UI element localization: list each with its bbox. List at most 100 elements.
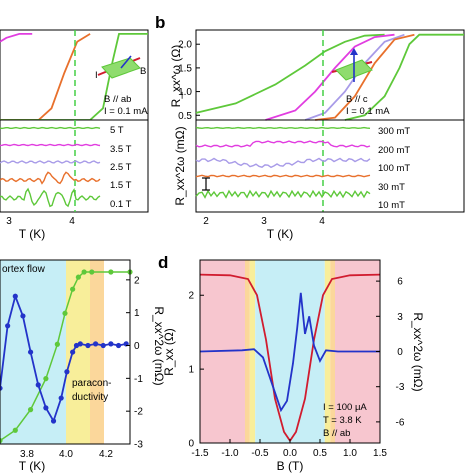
c-blue-point: [50, 418, 57, 424]
panel-c-xlabel: T (K): [19, 459, 45, 473]
c-green-point: [75, 274, 81, 280]
d-rtick-label: 6: [397, 277, 403, 288]
panel-b-current: I = 0.1 mA: [346, 106, 390, 117]
b-ytick-label: 1.5: [178, 63, 192, 74]
c-blue-point: [115, 342, 122, 349]
c-blue-point: [100, 342, 106, 349]
a-bottom-trace-2: [0, 160, 101, 164]
panel-b-xtick-2: 2: [203, 216, 209, 227]
label-30mT: 30 mT: [378, 182, 405, 193]
svg-text:B: B: [140, 66, 146, 77]
panel-a-xtick-3: 3: [6, 216, 12, 227]
panel-c-band-orange: [90, 260, 104, 444]
d-xtick-label: 1.5: [373, 448, 387, 459]
b-bottom-trace-2: [195, 157, 371, 169]
b-top-series-3: [314, 33, 415, 121]
a-bottom-trace-3: [0, 171, 101, 185]
c-rtick-label: -2: [134, 407, 143, 418]
panel-d-orientation: B // ab: [323, 428, 350, 439]
c-blue-point: [58, 395, 64, 401]
panel-c: ortex flow paracon- ductivity 210-1-2-3 …: [0, 259, 166, 473]
a-bottom-trace-1: [0, 143, 101, 147]
panel-b: b 0.5 1.0 1.5 2.0 R_xx^ω (Ω) B // c I = 0.1…: [155, 13, 465, 241]
c-blue-point: [64, 369, 70, 375]
b-ytick-label: 0.5: [178, 111, 192, 122]
panel-d-letter: d: [158, 253, 168, 272]
panel-d: d 0 1 2 6 3 0 -3 -6 -1.5 -1.0 -0.5 0.0 0.5 1.0 1.5 R…: [158, 253, 425, 473]
d-band-cyan: [255, 260, 325, 443]
panel-b-xlabel: T (K): [267, 227, 293, 241]
d-xtick-label: -0.5: [251, 448, 269, 459]
a-bottom-trace-4: [0, 187, 101, 208]
c-blue-point: [35, 382, 41, 388]
c-blue-point: [0, 385, 3, 391]
panel-c-xtick-4.0: 4.0: [59, 449, 73, 460]
panel-c-region-paracon: paracon-: [72, 378, 111, 389]
panel-d-temperature: T = 3.8 K: [323, 415, 362, 426]
d-rtick-label: 0: [397, 347, 403, 358]
c-green-line: [0, 271, 130, 442]
panel-c-frame: [0, 259, 131, 445]
c-blue-point: [12, 293, 18, 299]
label-300mT: 300 mT: [378, 126, 410, 137]
panel-d-current: I = 100 μA: [323, 402, 367, 413]
panel-b-field-orientation: B // c: [346, 94, 368, 105]
a-bottom-trace-0: [0, 126, 101, 130]
c-blue-point: [5, 323, 11, 329]
d-xtick-label: -1.5: [191, 448, 209, 459]
panel-b-bottom-frame: [195, 119, 465, 213]
label-3.5T: 3.5 T: [110, 144, 132, 155]
c-blue-point: [85, 342, 91, 349]
panel-c-right-ylabel: R_xx^2ω (mΩ): [152, 306, 166, 385]
panel-a-inset-sample: I B: [95, 55, 146, 81]
c-blue-point: [27, 349, 34, 355]
c-blue-point: [70, 349, 76, 355]
panel-c-xtick-3.8: 3.8: [20, 449, 34, 460]
d-ltick-label: 0: [188, 439, 194, 450]
panel-c-region-ductivity: ductivity: [72, 392, 108, 403]
c-green-point: [62, 310, 68, 316]
c-blue-point: [108, 341, 114, 347]
b-bottom-trace-3: [195, 174, 371, 178]
panel-c-region-vortex: ortex flow: [2, 264, 46, 275]
c-green-point: [43, 376, 49, 382]
d-series-blue: [199, 292, 380, 413]
c-green-point: [89, 269, 95, 275]
panel-b-top-ylabel: R_xx^ω (Ω): [169, 45, 183, 108]
c-rtick-label: -1: [134, 374, 143, 385]
panel-b-xtick-4: 4: [319, 216, 325, 227]
panel-c-xtick-4.2: 4.2: [99, 449, 113, 460]
c-green-point: [0, 437, 3, 444]
d-rtick-label: -3: [396, 382, 405, 393]
c-rtick-label: 0: [134, 341, 140, 352]
c-rtick-label: 2: [134, 275, 140, 286]
c-rtick-label: -3: [134, 440, 143, 451]
d-rtick-label: 3: [397, 312, 403, 323]
d-xtick-label: -1.0: [221, 448, 239, 459]
label-100mT: 100 mT: [378, 163, 410, 174]
c-blue-point: [92, 341, 99, 347]
panel-a-bottom: 5 T 3.5 T 2.5 T 1.5 T 0.1 T 3 4 T (K): [0, 119, 149, 241]
c-green-point: [27, 407, 34, 413]
d-band-orange: [245, 260, 250, 443]
b-bottom-trace-4: [195, 189, 371, 199]
c-blue-point: [77, 341, 83, 347]
d-rtick-label: -6: [396, 417, 405, 428]
c-green-point: [108, 269, 114, 275]
c-blue-point: [20, 313, 26, 319]
d-band-yellow: [324, 260, 331, 443]
c-green-point: [70, 286, 76, 292]
label-10mT: 10 mT: [378, 200, 405, 211]
panel-b-bottom-ylabel: R_xx^2ω (mΩ): [173, 126, 187, 205]
a-top-series-0: [0, 33, 33, 43]
panel-b-scale-bar: [202, 177, 210, 191]
label-2.5T: 2.5 T: [110, 162, 132, 173]
label-0.1T: 0.1 T: [110, 199, 132, 210]
b-top-series-4: [344, 33, 464, 121]
c-green-point: [81, 269, 87, 275]
panel-c-band-yellow: [66, 260, 90, 444]
c-blue-point: [43, 405, 49, 411]
d-band-yellow: [249, 260, 256, 443]
panel-b-inset-sample: [331, 48, 373, 82]
c-green-point: [12, 427, 18, 433]
